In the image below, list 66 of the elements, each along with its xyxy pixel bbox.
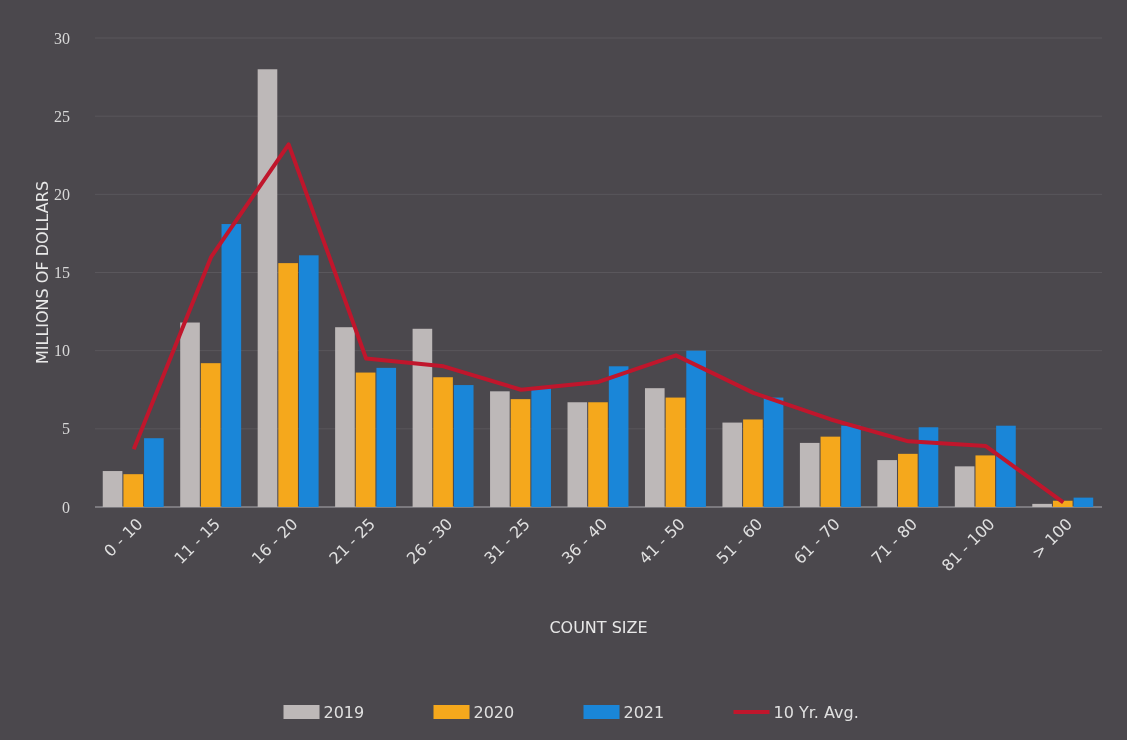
x-tick-label: > 100 <box>1027 514 1077 563</box>
bar <box>877 460 897 507</box>
line-series <box>131 142 1066 505</box>
bar <box>841 425 861 507</box>
bar <box>1032 503 1052 507</box>
x-tick-label: 51 - 60 <box>712 514 767 568</box>
bar <box>722 422 743 507</box>
bar <box>799 442 820 507</box>
bar <box>644 388 665 507</box>
bar <box>335 327 355 507</box>
y-tick-label: 25 <box>54 107 70 125</box>
bar <box>144 438 164 507</box>
x-tick-label: 31 - 25 <box>480 514 534 568</box>
bar <box>763 397 784 507</box>
legend-label: 2020 <box>473 702 515 722</box>
x-tick-label: 16 - 20 <box>247 514 302 568</box>
y-tick-label: 5 <box>62 420 70 438</box>
bar <box>1073 497 1094 507</box>
bar <box>567 402 588 507</box>
y-tick-label: 0 <box>62 498 70 516</box>
bar <box>588 402 608 507</box>
bar <box>1052 500 1073 507</box>
bar <box>102 471 123 507</box>
bar <box>608 366 629 507</box>
bar <box>918 427 939 507</box>
y-axis-title: MILLIONS OF DOLLARS <box>33 180 52 365</box>
bar <box>376 367 397 507</box>
bar <box>531 388 551 507</box>
y-tick-label: 15 <box>54 264 70 282</box>
x-tick-label: 11 - 15 <box>170 514 224 568</box>
bar <box>686 350 706 507</box>
legend-label: 2019 <box>323 702 365 722</box>
bar <box>820 436 841 507</box>
x-tick-label: 36 - 40 <box>557 514 612 568</box>
bar <box>257 69 278 507</box>
bar <box>975 455 996 507</box>
x-tick-label: 0 - 10 <box>100 514 147 561</box>
x-axis-title: COUNT SIZE <box>549 618 648 637</box>
x-tick-label: 81 - 100 <box>937 514 999 576</box>
legend-label: 10 Yr. Avg. <box>773 702 859 722</box>
bar <box>433 377 453 507</box>
bar <box>412 328 433 507</box>
y-tick-label: 30 <box>54 29 70 47</box>
bar <box>510 399 531 507</box>
bar <box>278 263 298 507</box>
x-tick-label: 41 - 50 <box>635 514 689 568</box>
bar <box>490 391 510 507</box>
x-tick-label: 26 - 30 <box>402 514 457 568</box>
bar <box>180 322 200 507</box>
x-tick-label: 21 - 25 <box>325 514 379 568</box>
bar <box>355 372 376 507</box>
bar <box>996 425 1016 507</box>
y-tick-label: 10 <box>54 342 70 360</box>
bar <box>665 397 686 507</box>
bar <box>298 255 319 507</box>
x-tick-label: 71 - 80 <box>867 514 922 568</box>
bar <box>123 474 144 507</box>
bar <box>898 453 918 507</box>
x-tick-label: 61 - 70 <box>790 514 844 568</box>
bar <box>743 419 763 507</box>
bar <box>221 224 242 507</box>
bar <box>954 466 975 507</box>
legend-label: 2021 <box>623 702 665 722</box>
bar <box>453 385 474 507</box>
bar <box>200 363 221 507</box>
y-tick-label: 20 <box>54 185 70 203</box>
